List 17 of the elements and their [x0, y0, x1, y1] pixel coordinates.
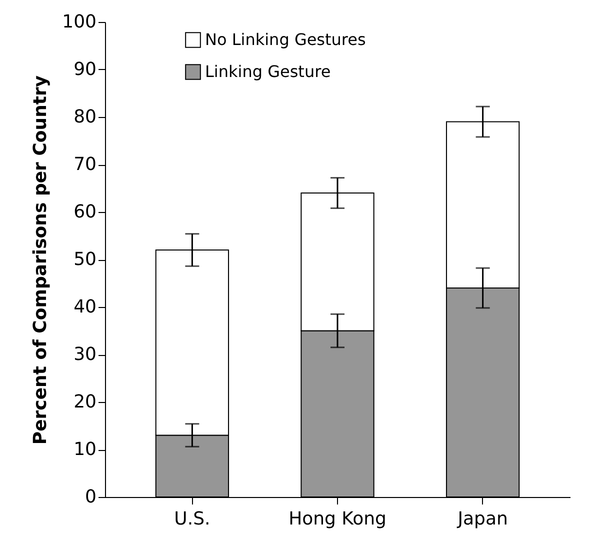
y-tick-label: 0 — [85, 486, 96, 508]
y-tick-label: 100 — [62, 12, 96, 32]
y-tick-label: 90 — [74, 59, 96, 80]
legend-label: No Linking Gestures — [205, 30, 366, 49]
y-tick-label: 60 — [74, 202, 96, 222]
y-tick-label: 80 — [74, 106, 96, 128]
x-tick-label: Hong Kong — [288, 508, 386, 530]
y-tick-label: 30 — [74, 344, 96, 365]
x-tick-label: U.S. — [174, 508, 210, 530]
legend-label: Linking Gesture — [205, 62, 331, 81]
x-tick-label: Japan — [456, 508, 508, 530]
y-tick-label: 20 — [74, 392, 96, 412]
y-tick-label: 40 — [74, 296, 96, 318]
y-tick-label: 50 — [74, 249, 96, 270]
y-axis-title: Percent of Comparisons per Country — [30, 75, 52, 445]
y-tick-label: 70 — [74, 154, 96, 175]
y-tick-label: 10 — [74, 439, 96, 460]
